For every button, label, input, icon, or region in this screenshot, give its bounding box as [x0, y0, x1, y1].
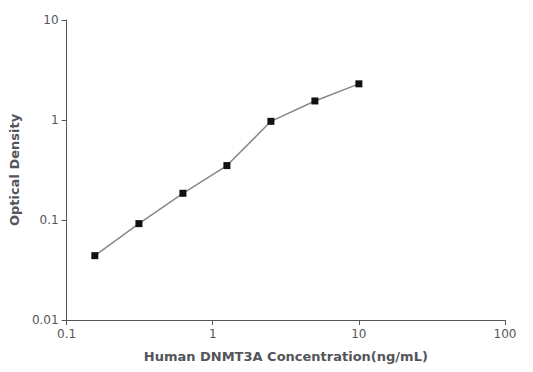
svg-text:1: 1 — [51, 113, 59, 127]
svg-text:10: 10 — [43, 13, 58, 27]
svg-text:Optical Density: Optical Density — [7, 113, 22, 226]
svg-text:100: 100 — [494, 327, 517, 341]
svg-text:1: 1 — [209, 327, 217, 341]
svg-text:0.1: 0.1 — [57, 327, 76, 341]
svg-text:0.1: 0.1 — [40, 213, 59, 227]
svg-text:0.01: 0.01 — [32, 313, 59, 327]
svg-text:10: 10 — [351, 327, 366, 341]
svg-text:Human DNMT3A Concentration(ng/: Human DNMT3A Concentration(ng/mL) — [144, 349, 428, 364]
